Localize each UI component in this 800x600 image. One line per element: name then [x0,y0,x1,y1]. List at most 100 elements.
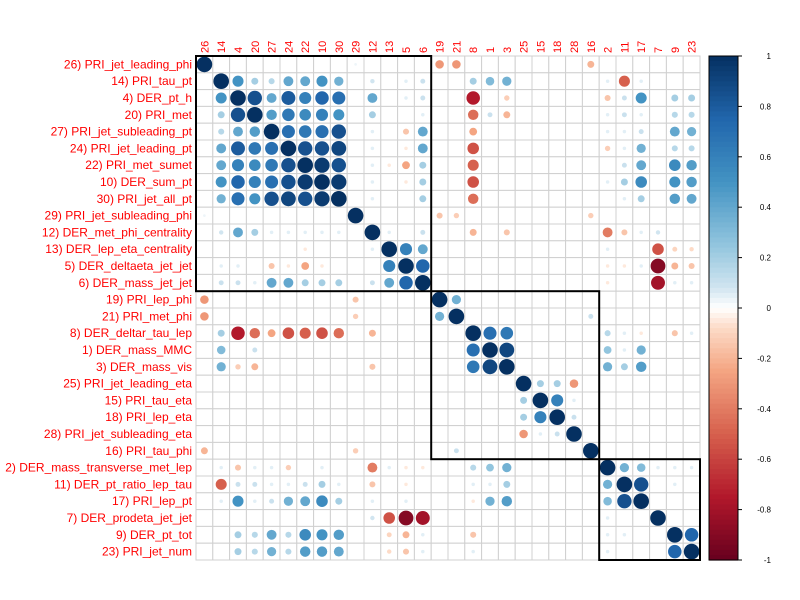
grid-cell [363,374,382,393]
correlation-circle [671,111,678,118]
grid-cell [682,425,701,443]
grid-cell [481,509,499,527]
correlation-circle [387,465,391,470]
grid-cell [229,290,247,309]
grid-cell [481,139,499,158]
correlation-circle [471,549,475,554]
grid-cell [514,72,533,91]
grid-cell [380,374,399,393]
grid-cell [531,307,550,326]
colorbar-segment [709,146,738,153]
correlation-circle [655,230,661,235]
correlation-circle [404,146,408,151]
colorbar-segment [709,166,738,173]
grid-cell [380,307,399,326]
grid-cell [430,408,449,427]
grid-cell [514,189,533,208]
correlation-circle [231,326,245,340]
column-label: 10 [317,41,329,53]
grid-cell [548,156,567,175]
grid-cell [497,55,516,74]
grid-cell [548,122,567,141]
grid-cell [397,105,415,124]
column-label: 5 [401,47,413,53]
grid-cell [430,475,449,494]
correlation-circle [421,113,425,117]
correlation-circle [247,107,263,123]
grid-cell [380,72,399,91]
grid-cell [565,72,583,91]
grid-cell [329,240,348,259]
correlation-circle [331,141,347,156]
colorbar-segment [709,86,738,92]
grid-cell [245,206,264,225]
grid-cell [581,139,600,158]
correlation-circle [215,478,227,490]
grid-cell [531,257,550,275]
correlation-circle [689,465,694,470]
grid-cell [682,509,701,527]
grid-cell [346,509,365,527]
correlation-circle [318,279,326,287]
colorbar-segment [709,423,738,430]
grid-cell [531,525,550,544]
grid-cell [497,206,516,225]
correlation-circle [588,212,594,219]
colorbar-segment [709,469,738,475]
grid-cell [397,55,415,74]
correlation-circle [602,227,613,238]
grid-cell [397,324,415,343]
column-label: 24 [283,41,295,53]
grid-cell [447,89,466,107]
correlation-circle [314,141,330,156]
row-label: 16) PRI_tau_phi [105,444,192,458]
row-label: 21) PRI_met_phi [102,309,192,323]
grid-cell [296,391,315,410]
correlation-circle [301,279,309,287]
colorbar-segment [709,121,738,128]
grid-cell [565,458,583,477]
grid-cell [649,72,667,91]
colorbar-segment [709,222,738,228]
grid-cell [346,324,365,343]
grid-cell [464,391,483,410]
grid-cell [380,173,399,191]
correlation-circle [536,380,544,388]
correlation-circle [620,363,628,371]
correlation-circle [667,527,683,543]
correlation-circle [689,246,694,252]
grid-cell [413,425,432,443]
correlation-circle [231,192,245,206]
correlation-circle [416,259,430,273]
grid-cell [380,357,399,376]
column-label: 30 [334,41,346,53]
grid-cell [665,72,684,91]
grid-cell [380,441,399,460]
correlation-circle [253,465,257,470]
grid-cell [531,206,550,225]
correlation-circle [602,362,613,372]
row-label: 8) DER_deltar_tau_lep [70,326,192,340]
correlation-circle [248,175,261,189]
grid-cell [514,240,533,259]
grid-cell [397,408,415,427]
grid-cell [514,307,533,326]
colorbar-segment [709,554,738,561]
colorbar-segment [709,126,738,133]
colorbar-segment [709,318,738,324]
correlation-circle [280,140,297,157]
correlation-circle [686,126,697,137]
grid-cell [632,273,651,292]
column-label: 7 [653,47,665,53]
grid-cell [447,425,466,443]
grid-cell [497,441,516,460]
grid-cell [245,307,264,326]
correlation-circle [637,195,645,203]
grid-cell [195,156,214,175]
colorbar-segment [709,202,738,208]
grid-cell [581,290,600,309]
grid-cell [313,290,331,309]
correlation-circle [299,327,311,339]
correlation-circle [266,546,277,557]
correlation-circle [316,495,328,507]
